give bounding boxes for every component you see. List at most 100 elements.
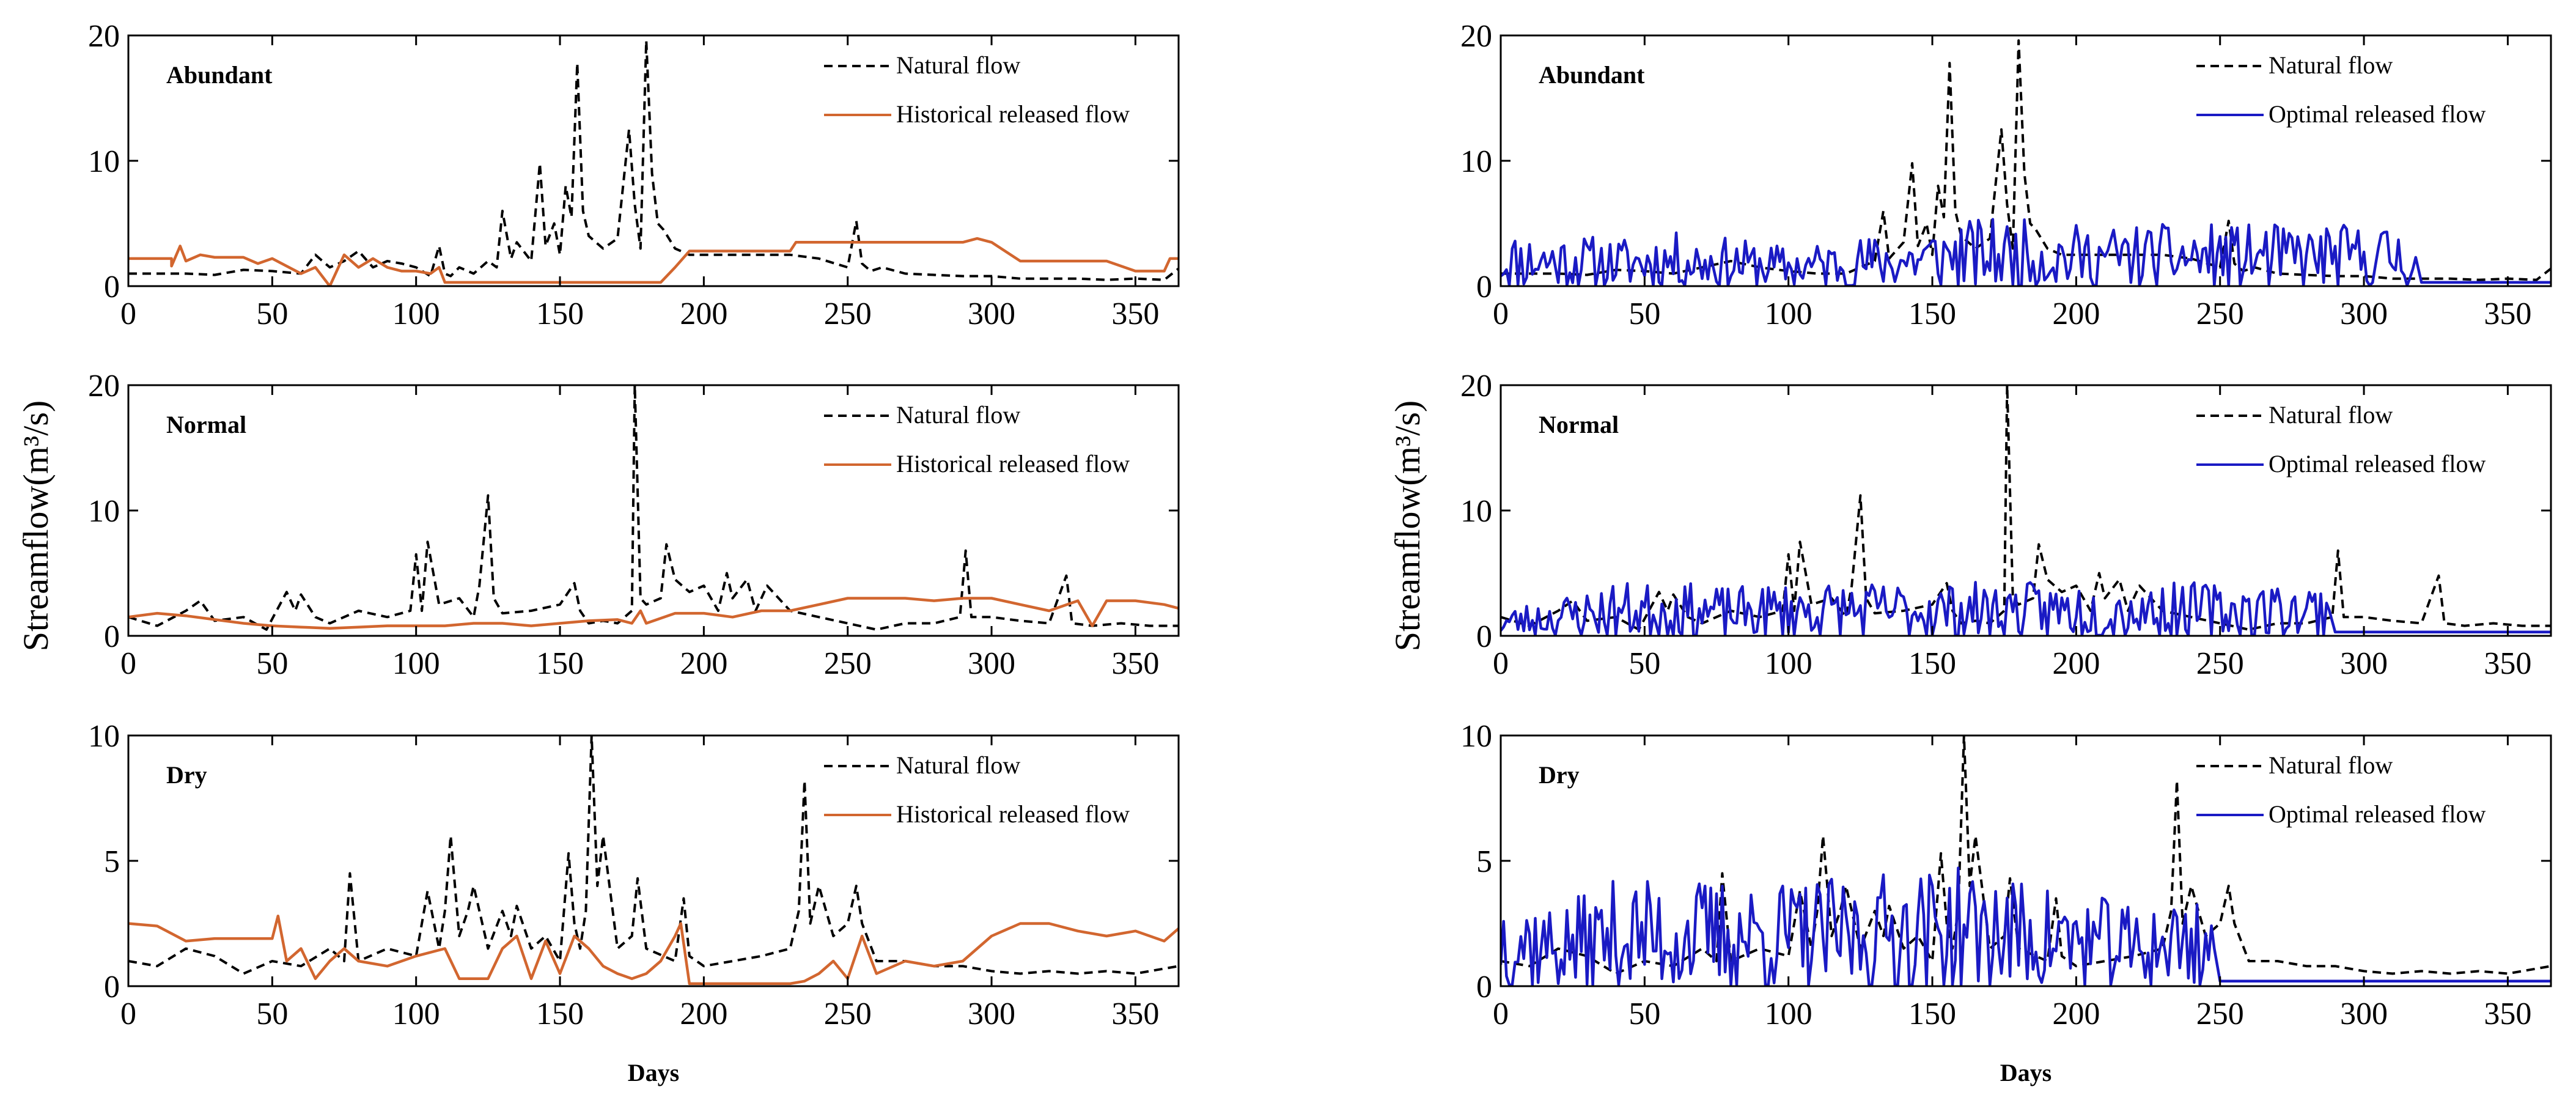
series-line-natural-flow [128, 735, 1179, 975]
x-tick-label: 0 [1493, 997, 1509, 1031]
y-tick-label: 0 [104, 970, 120, 1005]
x-tick-label: 50 [1628, 646, 1660, 681]
y-tick-label: 0 [1476, 270, 1492, 304]
x-tick-label: 0 [120, 297, 136, 331]
legend-label: Historical released flow [896, 100, 1130, 128]
y-tick-label: 5 [104, 844, 120, 879]
panel-left-bottom: 0 50 100 150 200 250 300 350 0 5 10 Dry Natural flow… [88, 719, 1180, 1031]
series-line-natural-flow [1501, 385, 2551, 631]
x-tick-label: 300 [968, 297, 1015, 331]
x-tick-label: 150 [1908, 646, 1956, 681]
series-group [1501, 735, 2551, 986]
x-tick-label: 50 [1628, 297, 1660, 331]
y-tick-label: 10 [88, 494, 120, 529]
legend-label: Historical released flow [896, 800, 1130, 828]
y-tick-label: 10 [1460, 719, 1492, 754]
y-tick-label: 0 [1476, 619, 1492, 654]
x-axis-label-right: Days [2000, 1059, 2052, 1086]
x-tick-label: 200 [680, 297, 727, 331]
x-tick-label: 250 [824, 997, 872, 1031]
legend-label: Optimal released flow [2269, 100, 2486, 128]
x-tick-label: 300 [968, 997, 1015, 1031]
y-tick-label: 10 [1460, 144, 1492, 179]
legend-label: Optimal released flow [2269, 450, 2486, 477]
x-tick-label: 0 [120, 646, 136, 681]
x-tick-label: 0 [1493, 646, 1509, 681]
x-tick-label: 200 [2052, 997, 2100, 1031]
y-tick-label: 0 [104, 270, 120, 304]
x-tick-label: 350 [2484, 297, 2531, 331]
series-line-natural-flow [128, 385, 1179, 631]
x-tick-label: 100 [392, 297, 440, 331]
panel-right-middle: 0 50 100 150 200 250 300 350 0 10 20 Normal Natural … [1460, 369, 2552, 681]
x-tick-label: 300 [2340, 646, 2388, 681]
y-axis-label-right: Streamflow(m³/s) [1388, 400, 1427, 651]
y-tick-label: 10 [88, 719, 120, 754]
x-tick-label: 300 [2340, 297, 2388, 331]
series-line-historical-released-flow [128, 914, 1179, 986]
x-tick-label: 250 [2196, 997, 2244, 1031]
legend-label: Natural flow [896, 401, 1020, 429]
x-tick-label: 100 [392, 997, 440, 1031]
legend-label: Natural flow [896, 751, 1020, 779]
x-tick-label: 250 [2196, 646, 2244, 681]
series-group [1501, 385, 2551, 636]
x-tick-label: 200 [2052, 297, 2100, 331]
series-line-optimal-released-flow [1501, 218, 2551, 286]
series-group [128, 735, 1179, 986]
x-tick-label: 200 [2052, 646, 2100, 681]
y-tick-label: 0 [104, 619, 120, 654]
x-tick-label: 300 [2340, 997, 2388, 1031]
x-tick-label: 50 [256, 997, 288, 1031]
panel-left-middle: 0 50 100 150 200 250 300 350 0 10 20 Normal Natural … [88, 369, 1180, 681]
y-tick-label: 0 [1476, 970, 1492, 1005]
panel-title: Normal [1539, 411, 1619, 438]
series-line-optimal-released-flow [1501, 581, 2551, 636]
legend-label: Natural flow [2269, 751, 2393, 779]
x-tick-label: 100 [392, 646, 440, 681]
x-tick-label: 350 [1111, 997, 1159, 1031]
x-tick-label: 150 [1908, 997, 1956, 1031]
series-line-natural-flow [1501, 735, 2551, 975]
x-tick-label: 50 [1628, 997, 1660, 1031]
x-tick-label: 350 [1111, 297, 1159, 331]
x-tick-label: 50 [256, 297, 288, 331]
panel-title: Abundant [166, 61, 273, 89]
x-tick-label: 100 [1765, 997, 1812, 1031]
panel-right-top: 0 50 100 150 200 250 300 350 0 10 20 Abundant Natura… [1460, 19, 2552, 331]
legend-label: Historical released flow [896, 450, 1130, 477]
x-tick-label: 350 [2484, 646, 2531, 681]
x-tick-label: 250 [2196, 297, 2244, 331]
x-tick-label: 0 [1493, 297, 1509, 331]
panel-left-top: 0 50 100 150 200 250 300 350 0 10 20 Abundant Natura… [88, 19, 1180, 331]
series-line-optimal-released-flow [1501, 866, 2551, 986]
panel-title: Dry [1539, 761, 1580, 789]
series-group [1501, 39, 2551, 286]
x-tick-label: 150 [536, 297, 584, 331]
x-tick-label: 350 [1111, 646, 1159, 681]
series-line-historical-released-flow [128, 237, 1179, 286]
y-tick-label: 5 [1476, 844, 1492, 879]
legend-label: Natural flow [896, 51, 1020, 79]
panel-title: Abundant [1539, 61, 1645, 89]
y-axis-label-left: Streamflow(m³/s) [16, 400, 56, 651]
panel-right-bottom: 0 50 100 150 200 250 300 350 0 5 10 Dry Natural flow… [1460, 719, 2552, 1031]
x-tick-label: 150 [536, 646, 584, 681]
y-tick-label: 10 [88, 144, 120, 179]
series-group [128, 39, 1179, 286]
x-tick-label: 350 [2484, 997, 2531, 1031]
x-tick-label: 100 [1765, 297, 1812, 331]
panel-title: Dry [166, 761, 207, 789]
legend-label: Natural flow [2269, 401, 2393, 429]
series-line-historical-released-flow [128, 597, 1179, 630]
panel-title: Normal [166, 411, 246, 438]
x-tick-label: 250 [824, 297, 872, 331]
legend-label: Optimal released flow [2269, 800, 2486, 828]
x-tick-label: 250 [824, 646, 872, 681]
legend-label: Natural flow [2269, 51, 2393, 79]
x-tick-label: 0 [120, 997, 136, 1031]
x-axis-label-left: Days [628, 1059, 679, 1086]
x-tick-label: 200 [680, 646, 727, 681]
